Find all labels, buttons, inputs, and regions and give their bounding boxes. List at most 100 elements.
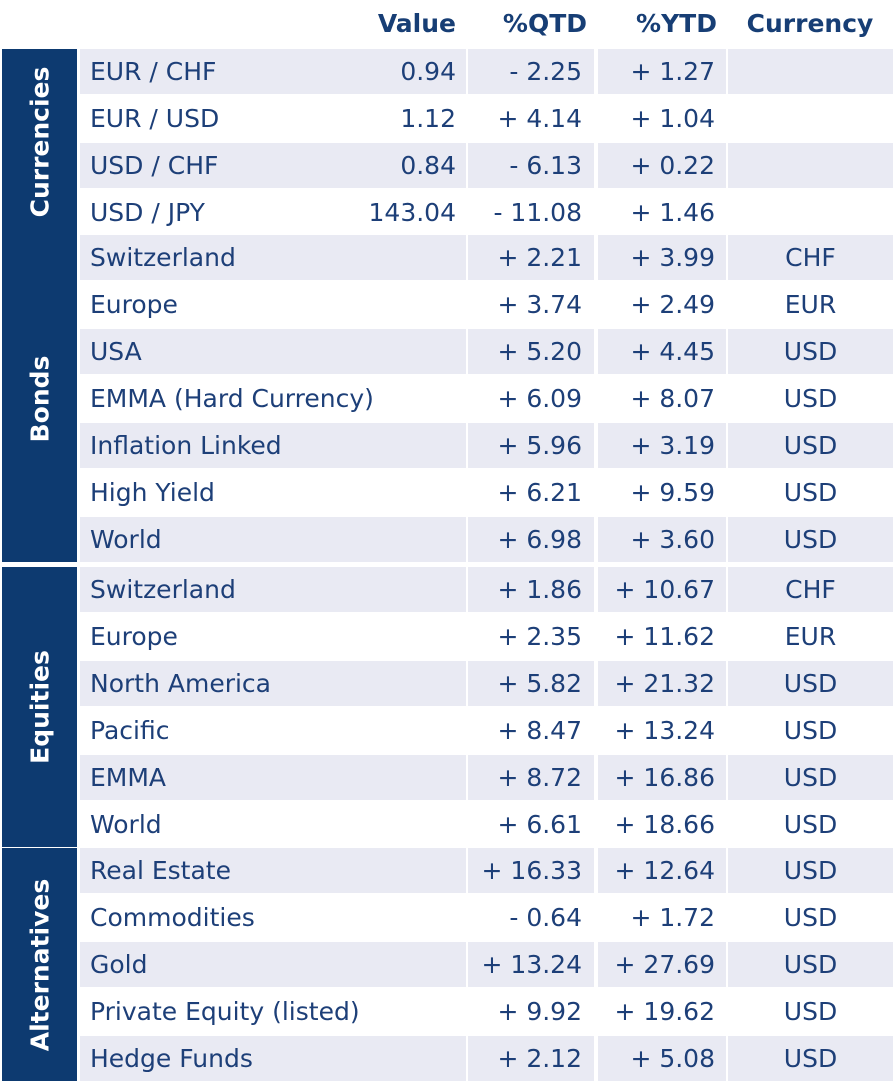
currency-cell: USD [728, 755, 893, 800]
value-cell [80, 708, 466, 753]
currency-cell: USD [728, 517, 893, 562]
qtd-cell: + 1.86 [468, 567, 594, 612]
section-tab: Equities [2, 567, 77, 847]
qtd-cell: + 6.98 [468, 517, 594, 562]
header-currency: Currency [746, 9, 874, 38]
value-cell: 143.04 [368, 198, 456, 227]
currency-cell: USD [783, 716, 838, 745]
section-tab: Currencies [2, 49, 77, 235]
table-row: USA + 5.20 + 4.45 USD [80, 329, 893, 374]
qtd-cell: + 3.74 [497, 290, 582, 319]
qtd-cell: - 6.13 [468, 143, 594, 188]
ytd-cell: + 0.22 [598, 143, 726, 188]
table-row: Commodities - 0.64 + 1.72 USD [80, 895, 893, 940]
section-rows: Switzerland + 1.86 + 10.67 CHF Europe + 2.35 +… [80, 567, 893, 849]
table-header: Value %QTD %YTD Currency [0, 0, 893, 48]
instrument-name: Private Equity (listed) [90, 997, 360, 1026]
section-equities: Equities Switzerland + 1.86 + 10.67 CHF Europ… [0, 567, 893, 847]
currency-cell: EUR [784, 290, 837, 319]
instrument-name: Inflation Linked [80, 423, 466, 468]
currency-cell [728, 190, 893, 235]
ytd-cell: + 1.27 [598, 49, 726, 94]
ytd-cell: + 1.04 [630, 104, 715, 133]
instrument-name: High Yield [90, 478, 215, 507]
table-row: Switzerland + 2.21 + 3.99 CHF [80, 235, 893, 280]
section-label: Currencies [25, 66, 54, 218]
value-cell [80, 848, 466, 893]
currency-cell: USD [728, 329, 893, 374]
currency-cell: USD [728, 848, 893, 893]
qtd-cell: + 9.92 [497, 997, 582, 1026]
value-cell [80, 376, 466, 421]
qtd-cell: + 6.21 [497, 478, 582, 507]
value-cell [80, 942, 466, 987]
section-rows: Real Estate + 16.33 + 12.64 USD Commodities -… [80, 848, 893, 1083]
ytd-cell: + 1.72 [630, 903, 715, 932]
instrument-name: World [90, 810, 162, 839]
header-ytd: %YTD [636, 9, 717, 38]
instrument-name: EUR / CHF [80, 49, 466, 94]
table-row: Pacific + 8.47 + 13.24 USD [80, 708, 893, 753]
value-cell [80, 614, 466, 659]
value-cell [80, 329, 466, 374]
table-row: EUR / USD 1.12 + 4.14 + 1.04 [80, 96, 893, 141]
section-tab: Alternatives [2, 848, 77, 1081]
section-label: Equities [25, 650, 54, 764]
currency-cell: USD [783, 903, 838, 932]
currency-cell [728, 49, 893, 94]
currency-cell: USD [783, 384, 838, 413]
ytd-cell: + 8.07 [630, 384, 715, 413]
value-cell: 1.12 [400, 104, 456, 133]
value-cell: 0.84 [400, 151, 456, 180]
value-cell [80, 1036, 466, 1081]
currency-cell: CHF [728, 567, 893, 612]
table-row: EMMA + 8.72 + 16.86 USD [80, 755, 893, 800]
table-row: Europe + 2.35 + 11.62 EUR [80, 614, 893, 659]
table-row: Private Equity (listed) + 9.92 + 19.62 USD [80, 989, 893, 1034]
instrument-name: EMMA [80, 755, 466, 800]
value-cell: 0.94 [400, 57, 456, 86]
qtd-cell: + 5.20 [468, 329, 594, 374]
instrument-name: EMMA (Hard Currency) [90, 384, 374, 413]
ytd-cell: + 13.24 [614, 716, 715, 745]
ytd-cell: + 1.46 [630, 198, 715, 227]
section-label: Alternatives [25, 878, 54, 1051]
instrument-name: Pacific [90, 716, 170, 745]
value-cell [80, 423, 466, 468]
qtd-cell: + 6.61 [497, 810, 582, 839]
instrument-name: EUR / USD [90, 104, 220, 133]
qtd-cell: + 5.82 [468, 661, 594, 706]
instrument-name: Europe [90, 290, 178, 319]
section-alternatives: Alternatives Real Estate + 16.33 + 12.64 USD… [0, 848, 893, 1081]
instrument-name: Hedge Funds [80, 1036, 466, 1081]
instrument-name: Europe [90, 622, 178, 651]
value-cell [80, 282, 466, 327]
instrument-name: North America [80, 661, 466, 706]
value-cell [80, 895, 466, 940]
qtd-cell: + 6.09 [497, 384, 582, 413]
table-row: Switzerland + 1.86 + 10.67 CHF [80, 567, 893, 612]
currency-cell: USD [783, 810, 838, 839]
section-rows: Switzerland + 2.21 + 3.99 CHF Europe + 3.74 + … [80, 235, 893, 564]
currency-cell: USD [728, 1036, 893, 1081]
currency-cell: USD [728, 942, 893, 987]
table-row: Inflation Linked + 5.96 + 3.19 USD [80, 423, 893, 468]
section-label: Bonds [25, 355, 54, 442]
instrument-name: USD / JPY [90, 198, 205, 227]
section-tab: Bonds [2, 235, 77, 562]
table-row: Europe + 3.74 + 2.49 EUR [80, 282, 893, 327]
currency-cell [728, 143, 893, 188]
qtd-cell: + 4.14 [497, 104, 582, 133]
qtd-cell: + 5.96 [468, 423, 594, 468]
currency-cell: USD [783, 478, 838, 507]
table-row: EUR / CHF 0.94 - 2.25 + 1.27 [80, 49, 893, 94]
value-cell [80, 989, 466, 1034]
table-row: USD / CHF 0.84 - 6.13 + 0.22 [80, 143, 893, 188]
qtd-cell: + 2.21 [468, 235, 594, 280]
ytd-cell: + 21.32 [598, 661, 726, 706]
ytd-cell: + 4.45 [598, 329, 726, 374]
instrument-name: USD / CHF [80, 143, 466, 188]
instrument-name: World [80, 517, 466, 562]
instrument-name: USA [80, 329, 466, 374]
